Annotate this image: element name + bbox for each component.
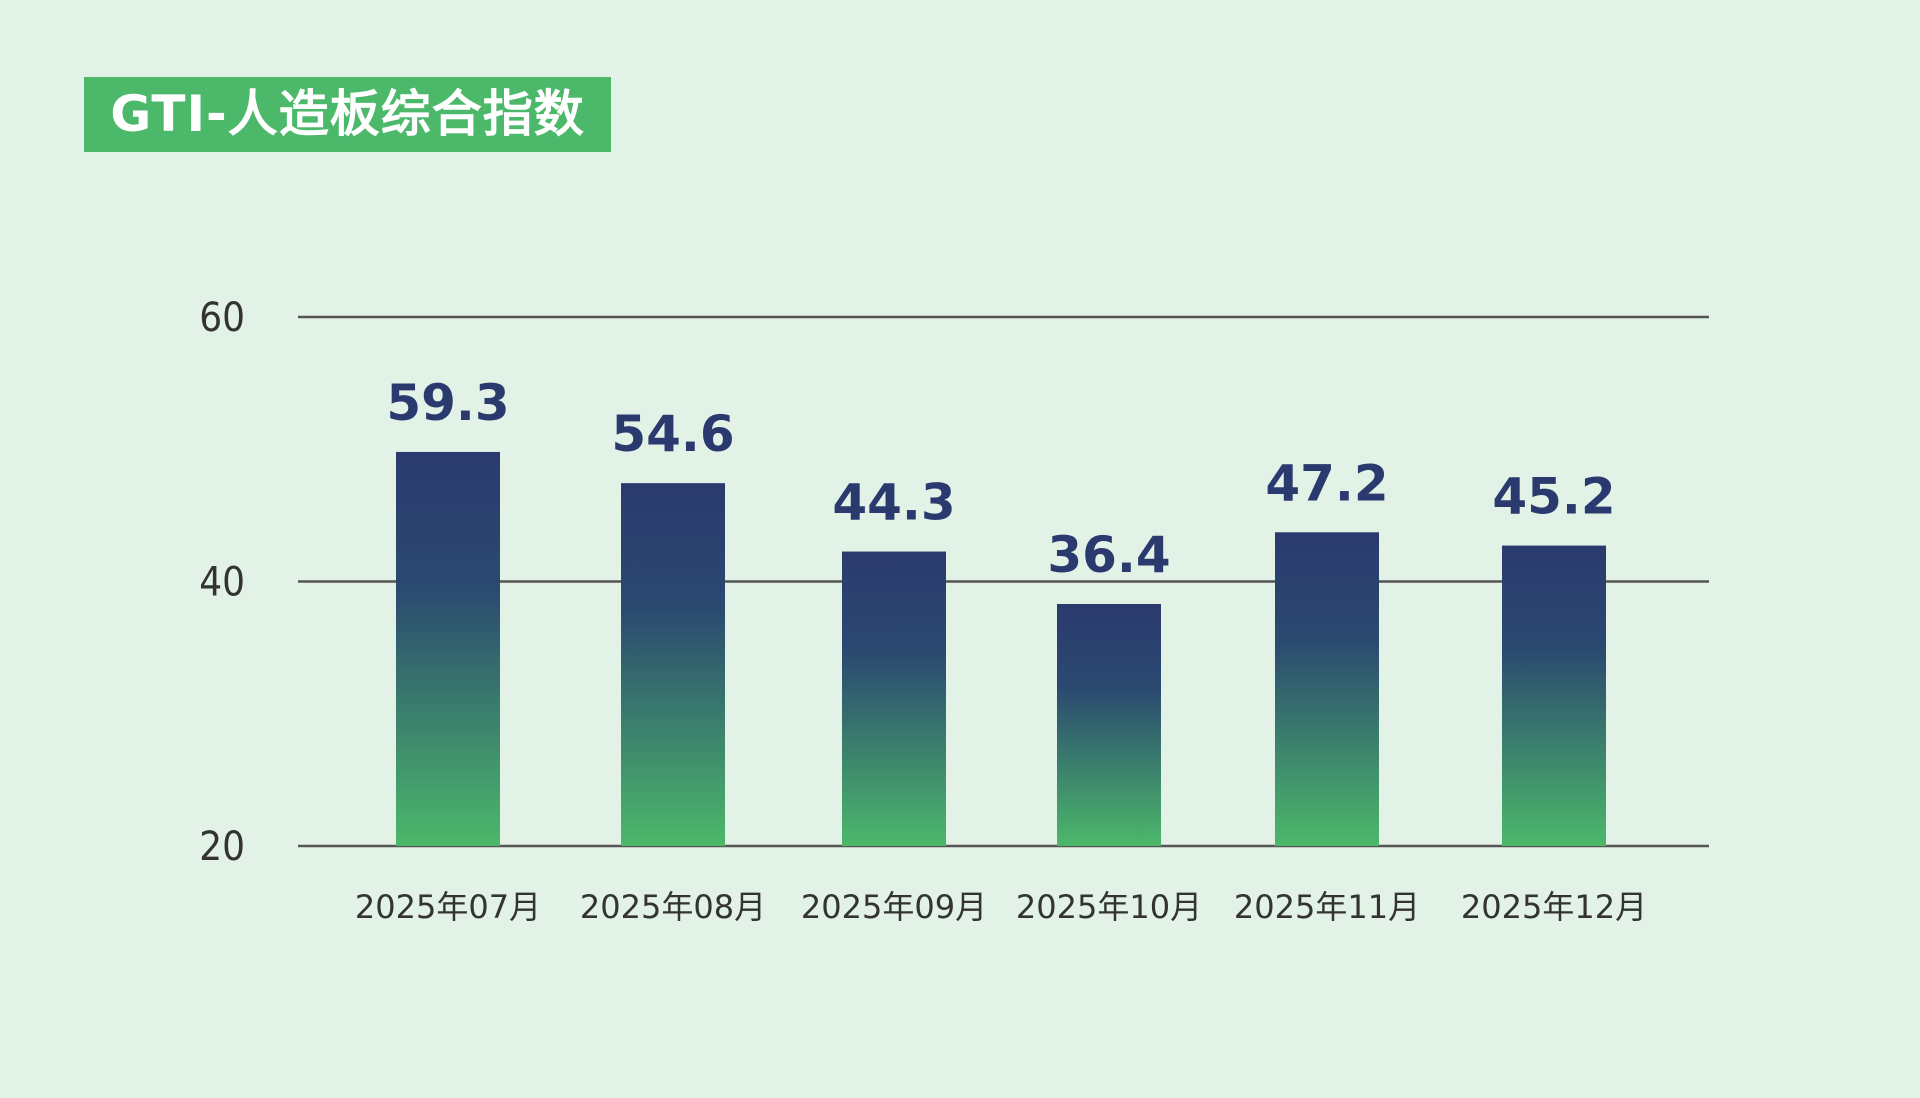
bar — [1057, 604, 1161, 846]
data-label: 44.3 — [832, 474, 955, 532]
x-tick-label: 2025年10月 — [1016, 888, 1202, 926]
x-tick-label: 2025年12月 — [1461, 888, 1647, 926]
data-label: 47.2 — [1265, 454, 1388, 512]
data-label: 45.2 — [1492, 468, 1615, 526]
x-tick-label: 2025年08月 — [580, 888, 766, 926]
chart-title: GTI-人造板综合指数 — [84, 77, 611, 152]
x-tick-label: 2025年11月 — [1234, 888, 1420, 926]
bar — [621, 483, 725, 846]
bar — [1502, 545, 1606, 846]
y-tick-label: 40 — [199, 560, 245, 606]
x-tick-label: 2025年07月 — [355, 888, 541, 926]
data-label: 54.6 — [611, 405, 734, 463]
data-label: 36.4 — [1047, 526, 1170, 584]
bar — [842, 551, 946, 846]
bar — [396, 451, 500, 846]
y-tick-label: 20 — [199, 824, 245, 870]
data-label: 59.3 — [386, 374, 509, 432]
bar — [1275, 532, 1379, 846]
y-tick-label: 60 — [199, 295, 245, 341]
x-tick-label: 2025年09月 — [801, 888, 987, 926]
